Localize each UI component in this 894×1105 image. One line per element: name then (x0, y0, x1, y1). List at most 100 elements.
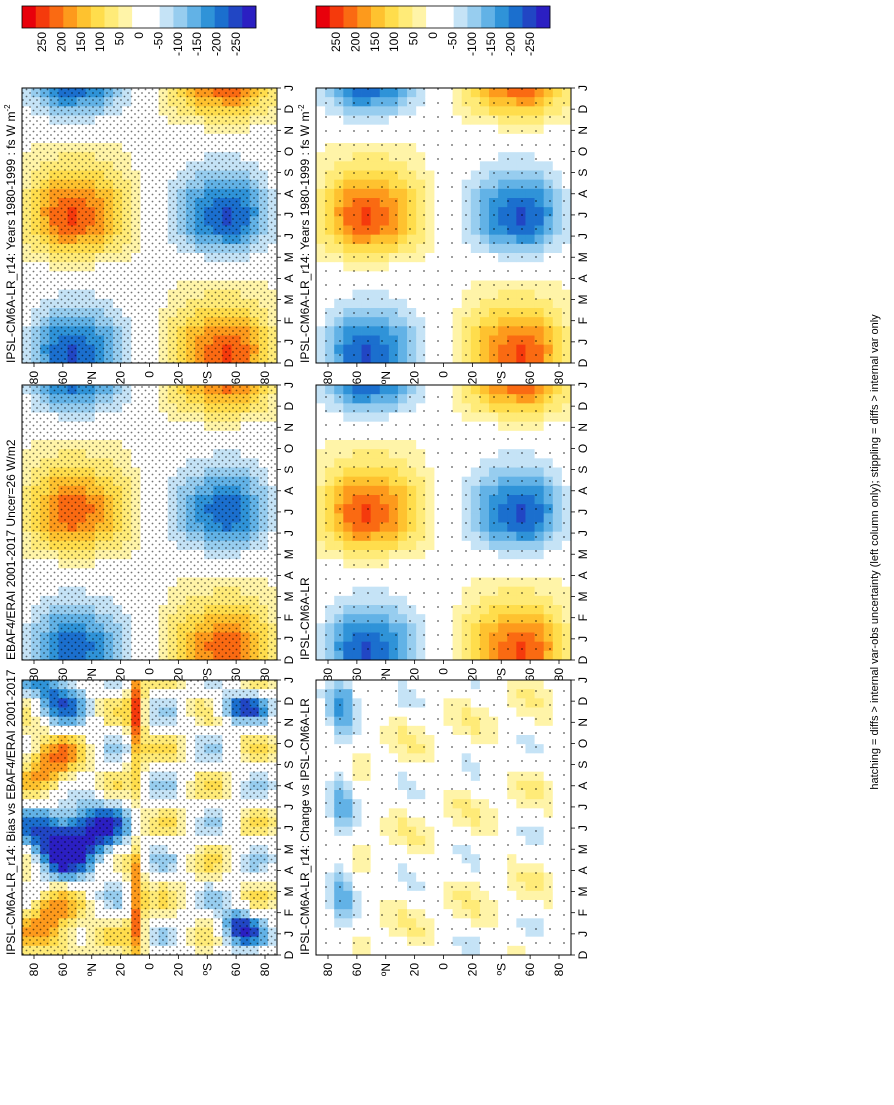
latitude-tick-label: 0 (143, 668, 157, 675)
month-tick-label: J (282, 85, 296, 91)
colorbar-swatch (22, 6, 37, 28)
latitude-tick-label: 60 (350, 371, 364, 385)
colorbar-tick-label: 0 (132, 32, 146, 39)
latitude-tick-label: 60 (350, 668, 364, 682)
colorbar-tick-label: -100 (171, 32, 185, 56)
month-tick-label: A (576, 190, 590, 198)
colorbar-swatch (173, 6, 188, 28)
month-tick-label: S (576, 466, 590, 474)
colorbar-swatch (494, 6, 510, 28)
colorbar-tick-label: 50 (113, 32, 127, 46)
month-tick-label: A (282, 866, 296, 874)
latitude-tick-label: 20 (171, 963, 185, 977)
latitude-tick-label: ºS (494, 668, 508, 680)
latitude-tick-label: 20 (465, 371, 479, 385)
month-tick-label: O (282, 739, 296, 748)
month-tick-label: N (282, 718, 296, 727)
latitude-tick-label: 80 (258, 371, 272, 385)
month-tick-label: M (282, 844, 296, 854)
latitude-tick-label: 60 (56, 668, 70, 682)
colorbar-tick-label: 50 (407, 32, 421, 46)
month-tick-label: M (282, 592, 296, 602)
month-tick-label: F (282, 317, 296, 324)
latitude-tick-label: 80 (27, 963, 41, 977)
panel-title: IPSL-CM6A-LR_r14: Years 1980-1999 : fs W… (3, 104, 18, 363)
colorbar-swatch (412, 6, 427, 28)
latitude-tick-label: 0 (437, 371, 451, 378)
month-tick-label: S (282, 169, 296, 177)
month-tick-label: M (282, 252, 296, 262)
month-tick-label: J (282, 530, 296, 536)
colorbar-swatch (214, 6, 229, 28)
stippling-overlay (316, 88, 571, 363)
latitude-tick-label: 60 (229, 963, 243, 977)
month-tick-label: J (282, 233, 296, 239)
colorbar-swatch (49, 6, 64, 28)
stippling-overlay (22, 88, 277, 363)
colorbar-tick-label: 150 (74, 32, 88, 52)
month-tick-label: M (576, 295, 590, 305)
latitude-tick-label: ºS (200, 963, 214, 975)
month-tick-label: A (282, 274, 296, 282)
colorbar-tick-label: -50 (151, 32, 165, 50)
latitude-tick-label: 80 (258, 668, 272, 682)
colorbar-swatch (242, 6, 257, 28)
month-tick-label: J (576, 509, 590, 515)
month-tick-label: M (282, 887, 296, 897)
month-tick-label: N (576, 423, 590, 432)
month-tick-label: M (576, 592, 590, 602)
colorbar-swatch (508, 6, 523, 28)
month-tick-label: J (282, 677, 296, 683)
latitude-tick-label: 20 (465, 668, 479, 682)
month-tick-label: A (282, 782, 296, 790)
latitude-tick-label: 60 (523, 668, 537, 682)
month-tick-label: D (576, 358, 590, 367)
month-tick-label: J (282, 825, 296, 831)
colorbar-swatch (371, 6, 386, 28)
colorbar-swatch (63, 6, 78, 28)
month-tick-label: J (576, 339, 590, 345)
latitude-tick-label: 60 (56, 963, 70, 977)
month-tick-label: D (282, 401, 296, 410)
month-tick-label: D (282, 104, 296, 113)
month-tick-label: M (576, 252, 590, 262)
colorbar-tick-label: 250 (35, 32, 49, 52)
month-tick-label: D (576, 401, 590, 410)
colorbar-swatch (145, 6, 160, 28)
latitude-tick-label: 80 (552, 668, 566, 682)
latitude-tick-label: 80 (552, 371, 566, 385)
month-tick-label: D (282, 358, 296, 367)
month-tick-label: D (282, 696, 296, 705)
month-tick-label: O (576, 147, 590, 156)
month-tick-label: A (576, 274, 590, 282)
month-tick-label: O (282, 444, 296, 453)
colorbar-tick-label: -200 (210, 32, 224, 56)
stippling-overlay (316, 385, 571, 660)
colorbar-swatch (343, 6, 358, 28)
colorbar-swatch (132, 6, 147, 28)
colorbar-swatch (384, 6, 399, 28)
colorbar-tick-label: -150 (484, 32, 498, 56)
colorbar-swatch (426, 6, 441, 28)
colorbar-swatch (481, 6, 496, 28)
month-tick-label: J (282, 931, 296, 937)
colorbar-swatch (536, 6, 551, 28)
latitude-tick-label: 20 (408, 668, 422, 682)
month-tick-label: J (576, 636, 590, 642)
month-tick-label: J (576, 85, 590, 91)
latitude-tick-label: 80 (321, 668, 335, 682)
month-tick-label: A (576, 571, 590, 579)
latitude-tick-label: 80 (321, 371, 335, 385)
stippling-overlay (22, 680, 277, 955)
colorbar-tick-label: -150 (190, 32, 204, 56)
colorbar-swatch (316, 6, 331, 28)
month-tick-label: M (282, 295, 296, 305)
latitude-tick-label: ºN (85, 371, 99, 384)
panel-title: EBAF4/ERAI 2001-2017 Uncer=26 W/m2 (4, 439, 18, 660)
colorbar-swatch (357, 6, 372, 28)
month-tick-label: A (282, 487, 296, 495)
month-tick-label: D (576, 104, 590, 113)
